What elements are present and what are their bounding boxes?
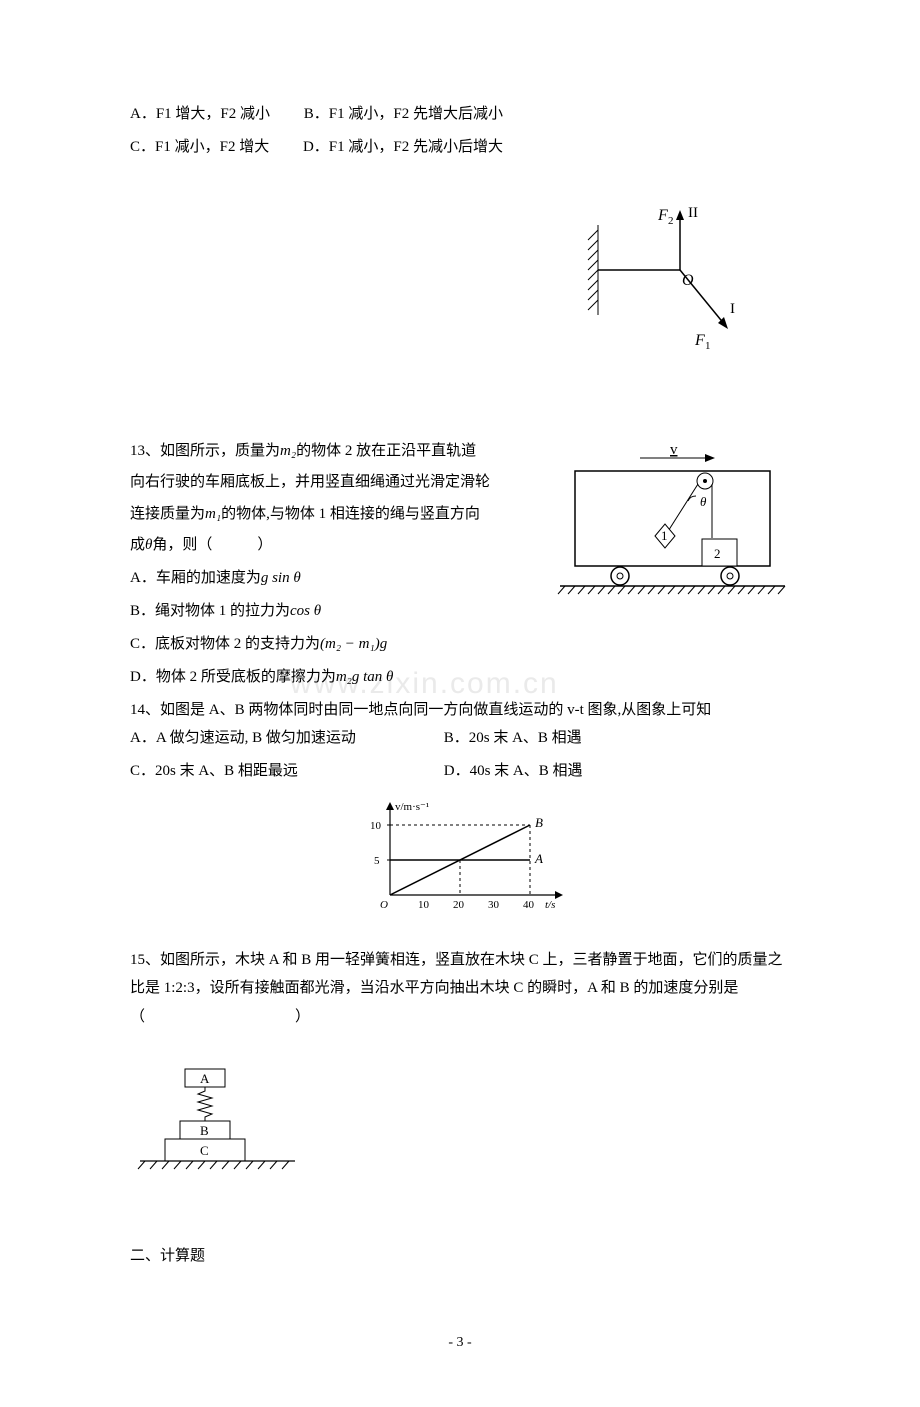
q14-options: A．A 做匀速运动, B 做匀加速运动 B．20s 末 A、B 相遇 C．20s…: [130, 724, 790, 785]
q12-label-O: O: [682, 272, 694, 289]
q14-ylabel: v/m·s⁻¹: [395, 801, 429, 813]
q15-label-C: C: [200, 1143, 209, 1158]
q12-diagram: F 2 II O I F 1: [580, 195, 750, 386]
q14-optC: C．20s 末 A、B 相距最远: [130, 757, 410, 786]
q12-label-F2: F: [657, 207, 668, 224]
q15-svg: A B C: [130, 1061, 310, 1191]
q12-row2: C．F1 减小，F2 增大 D．F1 减小，F2 先减小后增大: [130, 133, 790, 162]
q12-label-II: II: [688, 205, 698, 221]
q13-text3: 向右行驶的车厢底板上，并用竖直细绳通过光滑定滑轮: [130, 474, 490, 490]
q13-text7: 角，则（ ）: [152, 537, 272, 553]
q14-xtick-20: 20: [453, 899, 465, 911]
q14-xtick-30: 30: [488, 899, 500, 911]
q14-xtick-40: 40: [523, 899, 535, 911]
q13-label-v: v: [670, 442, 678, 458]
q14-block: 14、如图是 A、B 两物体同时由同一地点向同一方向做直线运动的 v-t 图象,…: [130, 696, 790, 926]
q13-label-1: 1: [661, 528, 668, 543]
q14-stem: 14、如图是 A、B 两物体同时由同一地点向同一方向做直线运动的 v-t 图象,…: [130, 696, 790, 725]
q13-block: v θ 1 2: [130, 436, 790, 694]
q13-text5: 的物体,与物体 1 相连接的绳与竖直方向: [221, 506, 480, 522]
q13-text2: 的物体 2 放在正沿平直轨道: [296, 443, 476, 459]
q12-row1: A．F1 增大，F2 减小 B．F1 减小，F2 先增大后减小: [130, 100, 790, 129]
q12-label-F1-sub: 1: [705, 340, 711, 352]
q12-options: A．F1 增大，F2 减小 B．F1 减小，F2 先增大后减小 C．F1 减小，…: [130, 100, 790, 161]
q13-diagram: v θ 1 2: [550, 436, 790, 617]
q14-xlabel: t/s: [545, 899, 555, 911]
q14-label-A: A: [534, 851, 543, 866]
q15-block: 15、如图所示，木块 A 和 B 用一轻弹簧相连，竖直放在木块 C 上，三者静置…: [130, 946, 790, 1202]
q14-optA: A．A 做匀速运动, B 做匀加速运动: [130, 724, 410, 753]
q14-svg: 5 10 10 20 30 40 O v/m·s⁻¹ t/s A B: [350, 795, 570, 915]
q13-optD: D．物体 2 所受底板的摩擦力为m₂g tan θ: [130, 661, 790, 694]
q13-svg: v θ 1 2: [550, 436, 790, 606]
q13-text4: 连接质量为: [130, 506, 205, 522]
page-number: - 3 -: [130, 1330, 790, 1357]
q12-svg: F 2 II O I F 1: [580, 195, 750, 375]
q12-label-F2-sub: 2: [668, 215, 674, 227]
q14-ytick-10: 10: [370, 820, 382, 832]
q12-label-F1: F: [694, 332, 705, 349]
q14-ytick-5: 5: [374, 855, 380, 867]
q15-diagram: A B C: [130, 1061, 790, 1202]
q15-label-A: A: [200, 1071, 210, 1086]
q14-label-B: B: [535, 815, 543, 830]
q14-origin: O: [380, 899, 388, 911]
q14-xtick-10: 10: [418, 899, 430, 911]
q14-chart: 5 10 10 20 30 40 O v/m·s⁻¹ t/s A B: [130, 795, 790, 926]
q14-optD: D．40s 末 A、B 相遇: [444, 757, 583, 786]
q13-text6: 成: [130, 537, 145, 553]
q12-optD: D．F1 减小，F2 先减小后增大: [303, 133, 503, 162]
q13-m1: m₁: [205, 506, 221, 522]
q12-optB: B．F1 减小，F2 先增大后减小: [304, 100, 503, 129]
q13-label-2: 2: [714, 546, 721, 561]
q15-stem: 15、如图所示，木块 A 和 B 用一轻弹簧相连，竖直放在木块 C 上，三者静置…: [130, 946, 790, 1032]
q12-optC: C．F1 减小，F2 增大: [130, 133, 269, 162]
q13-m2: m₂: [280, 443, 296, 459]
q14-optB: B．20s 末 A、B 相遇: [444, 724, 582, 753]
q12-label-I: I: [730, 301, 735, 317]
q13-text1: 13、如图所示，质量为: [130, 443, 280, 459]
q13-label-theta: θ: [700, 494, 707, 509]
q12-optA: A．F1 增大，F2 减小: [130, 100, 270, 129]
section-2-heading: 二、计算题: [130, 1242, 790, 1271]
q15-label-B: B: [200, 1123, 209, 1138]
q13-optC: C．底板对物体 2 的支持力为(m₂ − m₁)g: [130, 628, 790, 661]
